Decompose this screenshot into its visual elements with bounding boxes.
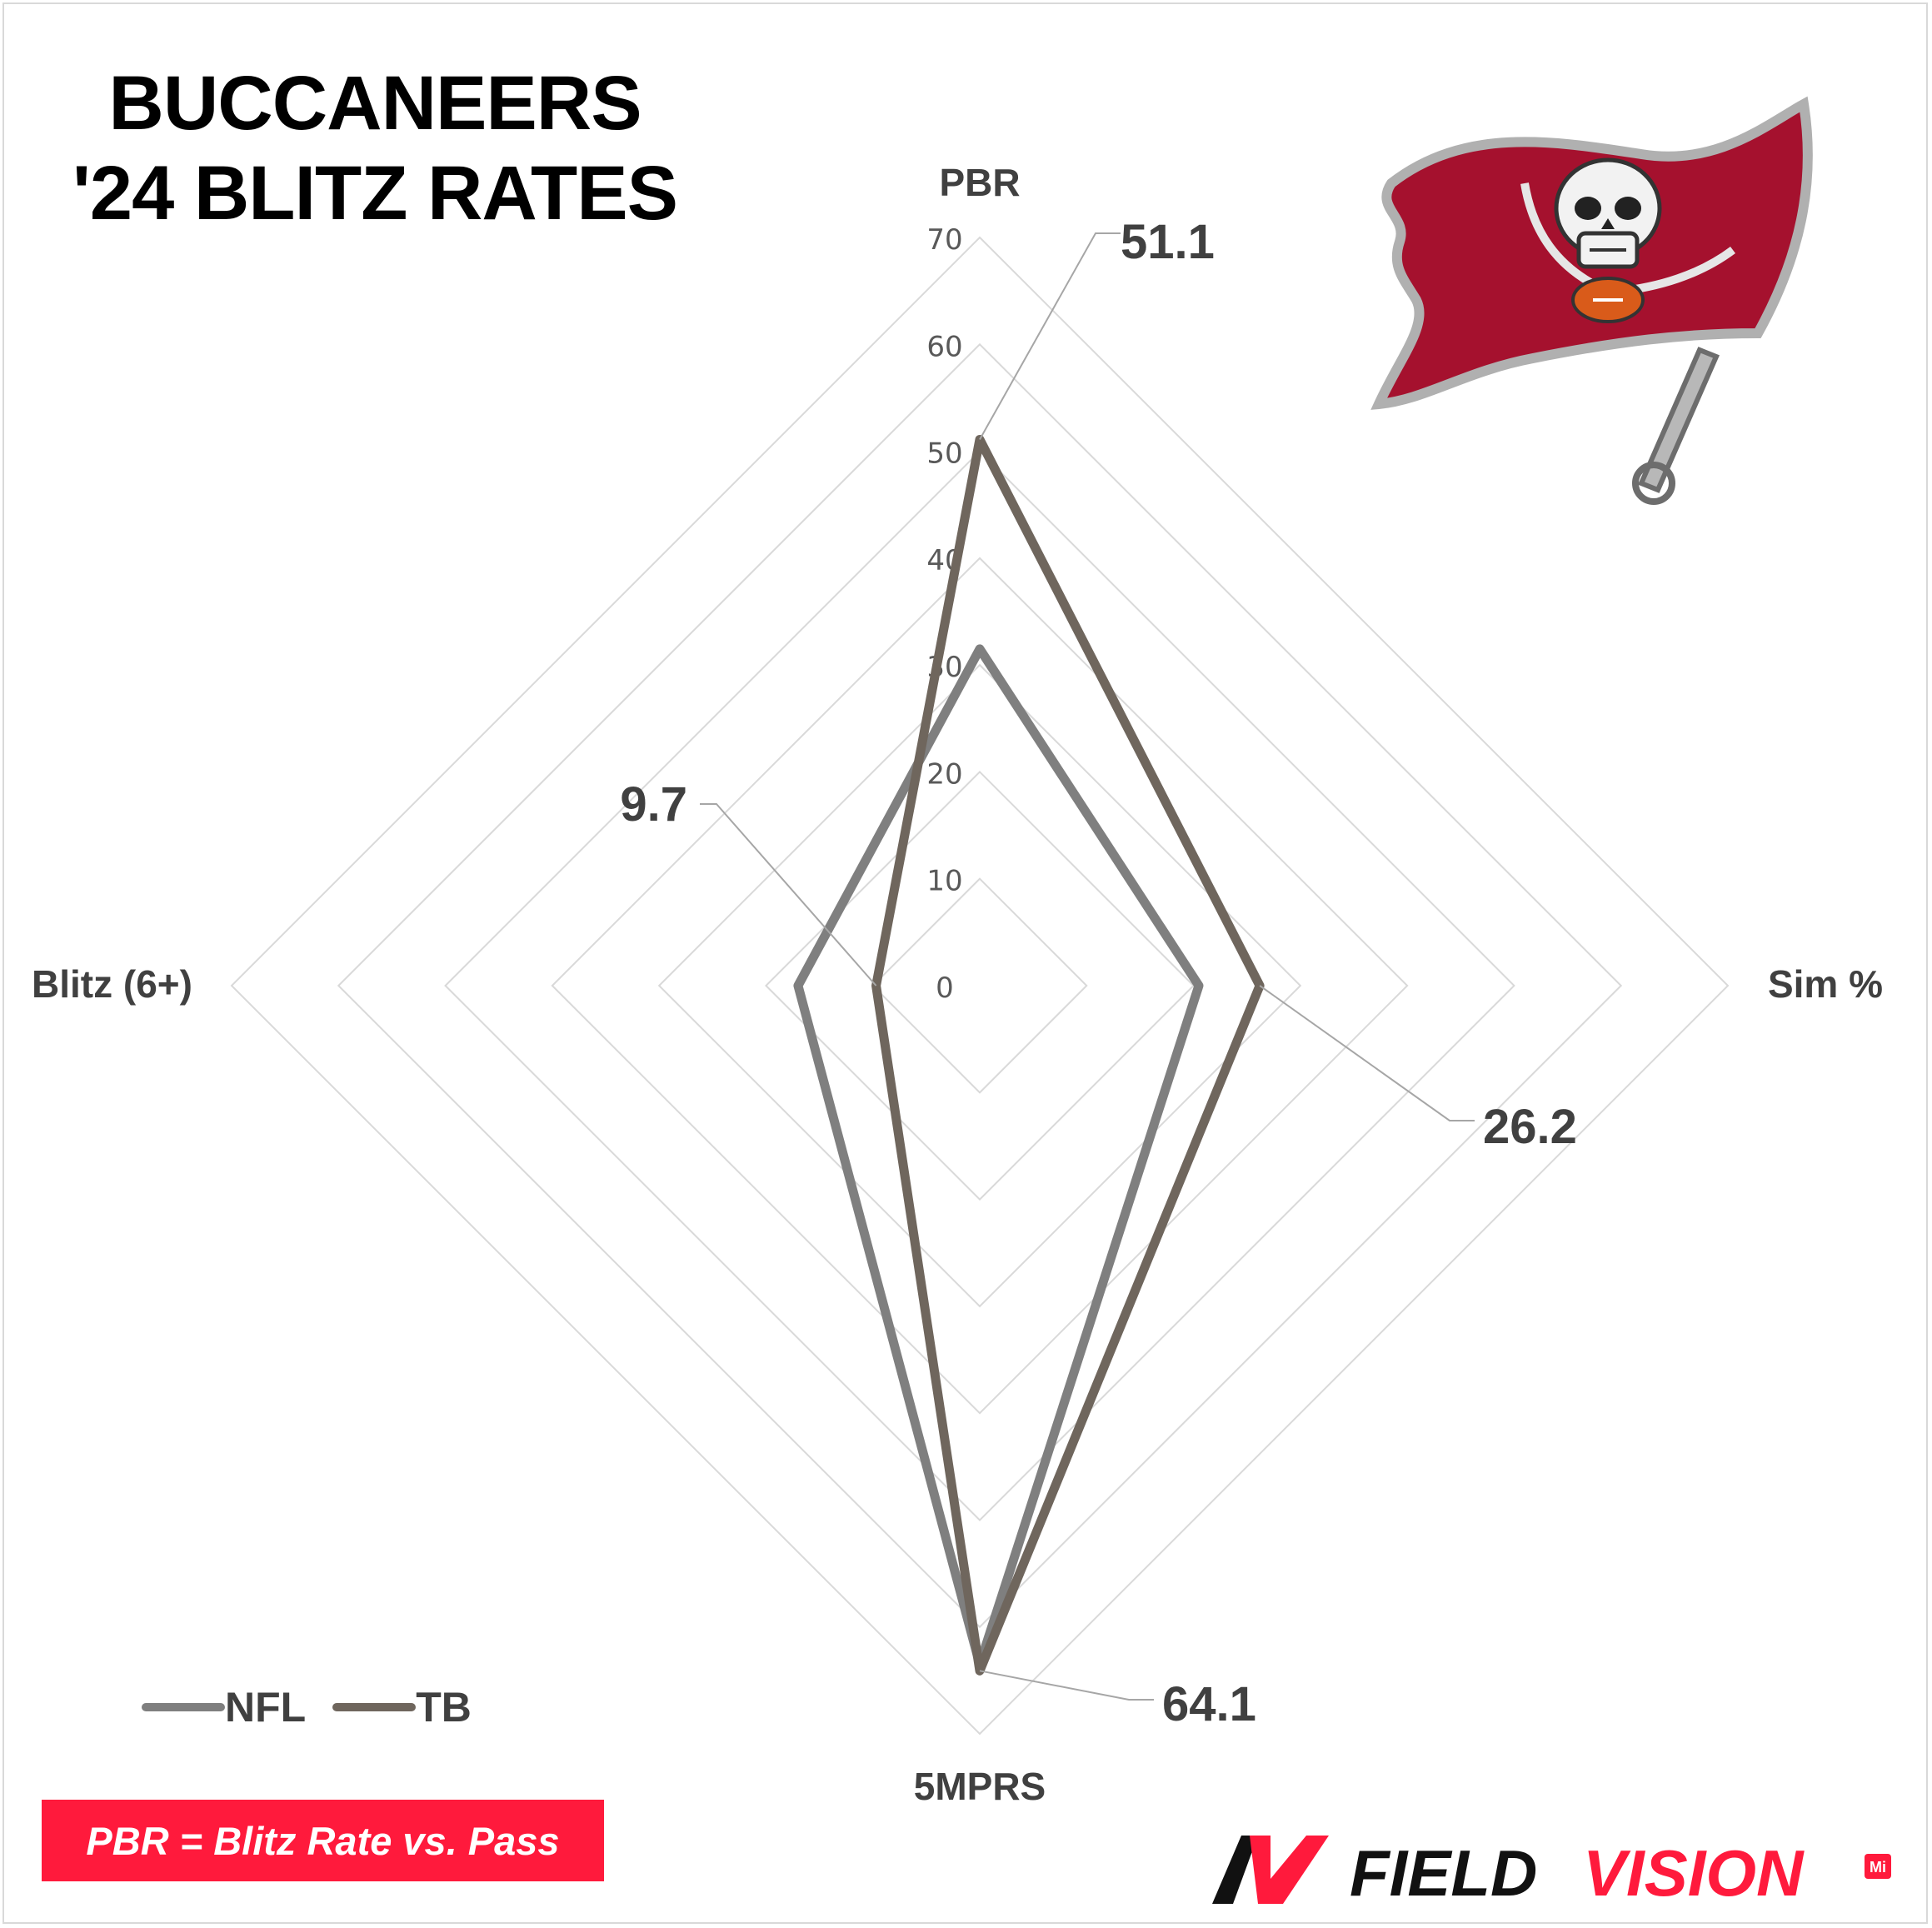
title-line-1: BUCCANEERS <box>108 61 642 146</box>
chart-title: BUCCANEERS '24 BLITZ RATES <box>50 58 700 238</box>
legend-swatch-tb <box>332 1703 417 1711</box>
fieldvision-logo: FIELD VISION Mi <box>1212 1836 1891 1910</box>
radial-tick-label: 10 <box>926 865 962 898</box>
data-label: 64.1 <box>1162 1677 1256 1731</box>
brand-mark: Mi <box>1870 1859 1886 1876</box>
axis-label-sim: Sim % <box>1768 962 1883 1006</box>
series-line-nfl <box>793 644 1204 1670</box>
data-label: 51.1 <box>1121 215 1215 269</box>
brand-prefix: FIELD <box>1350 1836 1537 1910</box>
grid-ring-60 <box>337 342 1623 1629</box>
grid-ring-20 <box>765 771 1195 1201</box>
grid-ring-50 <box>444 450 1515 1521</box>
axis-label-5mprs: 5MPRS <box>914 1765 1046 1808</box>
axis-label-pbr: PBR <box>939 161 1020 204</box>
legend-swatch-nfl <box>142 1703 225 1711</box>
grid-ring-70 <box>230 236 1730 1736</box>
footnote-box: PBR = Blitz Rate vs. Pass <box>42 1800 604 1881</box>
data-label: 26.2 <box>1483 1100 1577 1154</box>
grid-ring-30 <box>657 663 1302 1308</box>
brand-suffix: VISION <box>1583 1836 1805 1910</box>
grid-ring-10 <box>871 877 1088 1094</box>
leader-line <box>1259 985 1475 1121</box>
axis-label-blitz-6: Blitz (6+) <box>32 962 192 1006</box>
buccaneers-flag-skull-icon <box>1370 96 1813 505</box>
legend-item-nfl: NFL <box>142 1683 306 1731</box>
radial-tick-label: 50 <box>926 437 962 471</box>
leader-line <box>979 232 1121 440</box>
legend: NFL TB <box>142 1683 498 1731</box>
data-point-nfl <box>793 981 802 990</box>
data-point-nfl <box>976 644 984 653</box>
data-point-nfl <box>1194 981 1203 990</box>
radial-tick-label: 70 <box>926 223 962 257</box>
data-label: 9.7 <box>620 777 687 832</box>
fieldvision-mark-icon <box>1212 1836 1329 1904</box>
skull-icon <box>1554 157 1662 269</box>
leader-line <box>979 1670 1154 1701</box>
leader-line <box>700 803 877 986</box>
radial-tick-label: 0 <box>936 971 954 1005</box>
title-line-2: '24 BLITZ RATES <box>72 151 678 236</box>
legend-label-tb: TB <box>416 1684 472 1731</box>
radial-tick-label: 20 <box>926 757 962 791</box>
radial-tick-label: 60 <box>926 330 962 363</box>
footnote-text: PBR = Blitz Rate vs. Pass <box>86 1818 560 1863</box>
grid-ring-40 <box>551 557 1409 1415</box>
legend-label-nfl: NFL <box>225 1684 307 1731</box>
legend-item-tb: TB <box>332 1683 472 1731</box>
brand-mark-badge <box>1865 1854 1891 1879</box>
flag-sword-icon <box>1632 347 1720 505</box>
